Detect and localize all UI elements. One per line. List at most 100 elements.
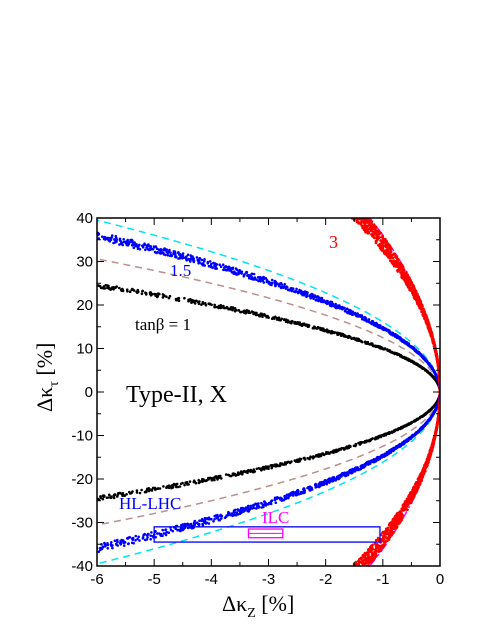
point: [156, 487, 159, 491]
point: [198, 257, 201, 260]
point: [114, 286, 117, 289]
point: [99, 546, 102, 550]
point: [215, 305, 219, 309]
point: [368, 223, 371, 227]
point: [413, 419, 417, 423]
point: [162, 253, 166, 256]
point: [329, 304, 332, 308]
point: [353, 311, 357, 315]
point: [125, 493, 128, 496]
point: [257, 467, 261, 470]
point: [174, 527, 177, 530]
point: [383, 328, 386, 331]
point: [119, 288, 123, 292]
point: [267, 316, 270, 319]
point: [303, 456, 306, 460]
point: [380, 455, 384, 458]
point: [425, 369, 428, 372]
point: [141, 246, 145, 249]
point: [420, 354, 424, 358]
point: [141, 289, 144, 293]
point: [135, 491, 139, 494]
point: [109, 495, 113, 498]
point: [233, 511, 236, 514]
point: [121, 243, 124, 247]
point: [407, 423, 411, 426]
point: [314, 483, 318, 486]
point: [400, 426, 404, 430]
point: [213, 305, 217, 309]
point: [302, 488, 305, 491]
point: [290, 460, 293, 463]
point: [131, 538, 135, 541]
point: [350, 337, 354, 341]
point: [244, 271, 248, 274]
point: [273, 279, 277, 283]
point: [261, 503, 265, 506]
point: [315, 327, 319, 330]
point: [357, 313, 360, 317]
point: [168, 294, 172, 298]
point: [351, 310, 354, 314]
point: [326, 299, 329, 303]
point: [157, 532, 161, 535]
point: [411, 434, 414, 438]
point: [144, 248, 147, 252]
point: [107, 493, 111, 497]
point: [143, 490, 147, 494]
point: [262, 281, 266, 284]
point: [166, 251, 169, 255]
point: [372, 344, 376, 348]
point: [112, 493, 116, 497]
point: [248, 469, 251, 473]
point: [213, 264, 216, 268]
point: [274, 501, 278, 505]
point: [305, 293, 309, 297]
point: [236, 513, 240, 516]
point: [376, 457, 379, 461]
point: [237, 309, 240, 312]
point: [181, 523, 185, 526]
point: [240, 272, 243, 275]
point: [317, 299, 321, 302]
point: [388, 350, 392, 353]
point: [130, 491, 133, 495]
point: [406, 439, 410, 443]
point: [174, 297, 178, 301]
point: [273, 498, 277, 502]
point: [389, 450, 393, 453]
point: [204, 517, 208, 520]
point: [192, 479, 196, 483]
point: [200, 258, 204, 262]
point: [198, 519, 201, 522]
data-layer: [97, 218, 440, 566]
point: [252, 272, 256, 276]
point: [222, 268, 225, 272]
point: [97, 550, 100, 553]
point: [204, 303, 208, 307]
point: [363, 340, 367, 344]
point: [323, 329, 326, 332]
point: [261, 313, 264, 317]
point: [424, 358, 427, 362]
point: [137, 245, 140, 249]
point: [213, 517, 216, 521]
point: [165, 248, 168, 251]
point: [236, 508, 240, 511]
point: [183, 296, 186, 300]
point: [104, 236, 107, 239]
point: [148, 291, 152, 294]
point: [374, 544, 378, 548]
point: [229, 308, 232, 311]
point: [126, 238, 129, 242]
point: [278, 283, 281, 286]
point: [222, 304, 225, 308]
point: [425, 411, 429, 415]
point: [200, 262, 203, 266]
point: [227, 267, 230, 271]
point: [287, 493, 290, 496]
point: [367, 318, 371, 321]
point: [347, 335, 351, 338]
point: [418, 416, 422, 420]
point: [175, 482, 179, 486]
